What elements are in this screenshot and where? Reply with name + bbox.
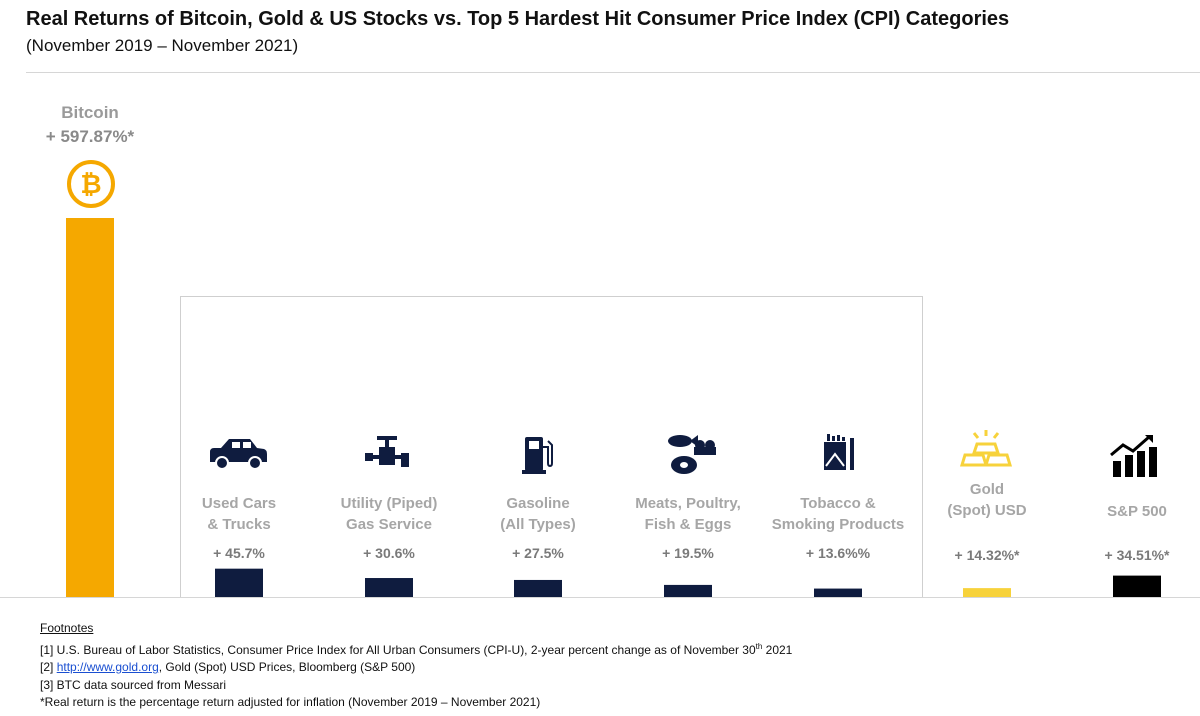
bar-sp500 — [1113, 575, 1161, 597]
footnote-real-return: *Real return is the percentage return ad… — [40, 695, 541, 709]
bar-meats — [664, 584, 712, 597]
bar-used-cars — [215, 568, 263, 597]
bars-layer — [66, 218, 1161, 597]
fuel-pump-icon — [522, 437, 553, 474]
bitcoin-icon: ₿ — [67, 160, 115, 208]
value-label-bitcoin: + 597.87%* — [46, 127, 135, 146]
value-label-gold: + 14.32%* — [955, 547, 1021, 563]
bar-label-used-cars: Used Cars & Trucks — [202, 495, 276, 533]
gold-bars-icon — [959, 430, 1013, 467]
bar-label-gasoline: Gasoline (All Types) — [500, 495, 576, 533]
bar-utility-gas — [365, 578, 413, 597]
value-label-gasoline: + 27.5% — [512, 545, 564, 561]
bar-tobacco — [814, 588, 862, 597]
bar-label-meats: Meats, Poultry, Fish & Eggs — [635, 495, 741, 533]
bar-label-bitcoin: Bitcoin — [61, 103, 119, 122]
bar-chart: Bitcoin + 597.87%* Used Cars & Trucks + 45.7… — [46, 103, 1170, 597]
value-label-utility-gas: + 30.6% — [363, 545, 415, 561]
bar-gasoline — [514, 579, 562, 597]
cigarette-pack-icon — [824, 434, 854, 470]
chart-subtitle: (November 2019 – November 2021) — [26, 36, 299, 55]
value-label-sp500: + 34.51%* — [1105, 547, 1171, 563]
bar-label-tobacco: Tobacco & Smoking Products — [772, 495, 905, 533]
bar-label-gold: Gold (Spot) USD — [947, 481, 1026, 519]
footnote-1: [1] U.S. Bureau of Labor Statistics, Con… — [40, 641, 793, 657]
car-icon — [210, 439, 267, 470]
footnote-3: [3] BTC data sourced from Messari — [40, 677, 227, 692]
gas-valve-icon — [365, 436, 409, 467]
bar-label-utility-gas: Utility (Piped) Gas Service — [341, 495, 438, 533]
footnotes: Footnotes [1] U.S. Bureau of Labor Stati… — [40, 620, 792, 712]
chart-title: Real Returns of Bitcoin, Gold & US Stock… — [26, 8, 1010, 30]
stock-chart-icon — [1110, 435, 1157, 477]
top-divider — [26, 72, 1200, 73]
footnote-2: [2] http://www.gold.org, Gold (Spot) USD… — [40, 660, 416, 674]
bar-gold — [963, 588, 1011, 597]
value-label-used-cars: + 45.7% — [213, 545, 265, 561]
baseline-divider — [0, 597, 1200, 598]
meat-fish-eggs-icon — [668, 435, 716, 474]
value-label-tobacco: + 13.6%% — [806, 545, 871, 561]
value-label-meats: + 19.5% — [662, 545, 714, 561]
labels-layer: Bitcoin + 597.87%* Used Cars & Trucks + 45.7… — [46, 103, 1170, 563]
bar-bitcoin — [66, 218, 114, 597]
gold-org-link[interactable]: http://www.gold.org — [56, 660, 159, 674]
footnotes-heading: Footnotes — [40, 621, 94, 635]
cpi-categories-frame — [180, 296, 923, 598]
bar-label-sp500: S&P 500 — [1107, 503, 1167, 520]
svg-text:₿: ₿ — [80, 170, 101, 200]
